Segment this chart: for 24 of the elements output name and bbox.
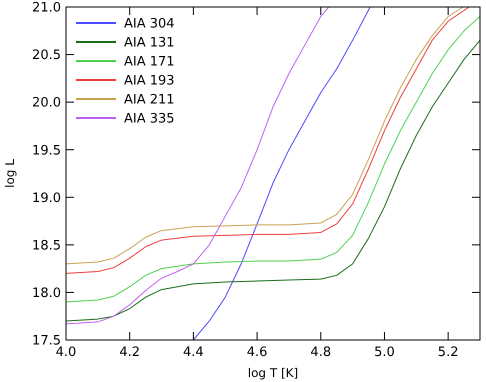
line-series	[192, 7, 371, 340]
legend-label: AIA 193	[124, 74, 175, 89]
x-tick-label: 4.6	[246, 345, 268, 360]
legend-label: AIA 171	[124, 54, 175, 70]
legend-label: AIA 131	[124, 36, 175, 51]
x-tick-label: 5.0	[374, 345, 395, 360]
y-tick-label: 18.0	[32, 286, 61, 301]
x-tick-label: 4.2	[119, 345, 140, 360]
y-tick-label: 20.0	[32, 96, 61, 111]
y-tick-label: 19.0	[32, 190, 61, 206]
x-tick-label: 4.8	[310, 345, 332, 360]
y-tick-label: 21.0	[32, 0, 61, 16]
y-axis-title: log L	[3, 158, 17, 188]
x-tick-label: 5.2	[438, 345, 458, 360]
x-tick-label: 4.4	[183, 345, 204, 360]
y-tick-label: 19.5	[32, 143, 61, 158]
x-axis-title: log T [K]	[248, 366, 298, 380]
x-tick-label: 4.0	[56, 345, 76, 360]
legend-label: AIA 211	[124, 92, 175, 108]
legend-label: AIA 304	[124, 16, 175, 32]
y-tick-label: 18.5	[32, 238, 61, 254]
y-tick-label: 20.5	[32, 48, 61, 64]
legend-label: AIA 335	[124, 112, 175, 127]
line-series	[66, 7, 330, 324]
